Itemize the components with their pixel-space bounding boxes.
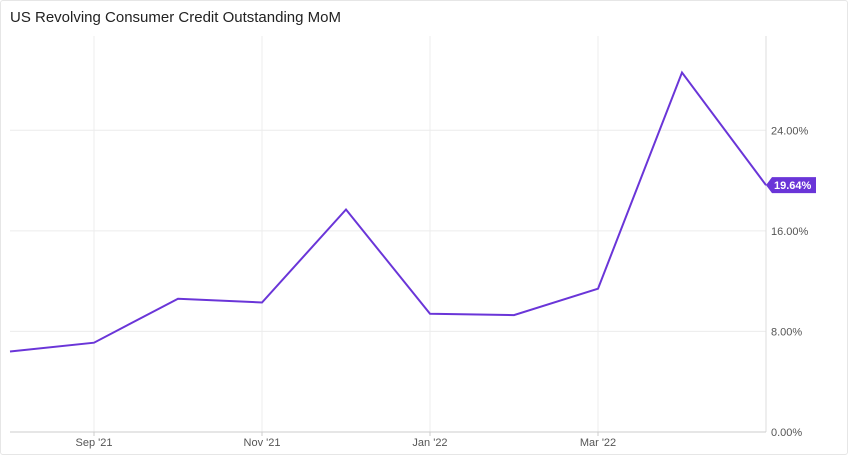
y-tick-label: 16.00% — [771, 226, 809, 238]
y-tick-label: 24.00% — [771, 125, 809, 137]
last-value-label-layer: 19.64% — [766, 177, 816, 194]
y-tick-label: 8.00% — [771, 326, 802, 338]
y-tick-label: 0.00% — [771, 427, 802, 439]
series-layer — [9, 70, 767, 353]
grid-lines — [10, 36, 766, 432]
last-value-badge — [766, 177, 816, 194]
chart-title: US Revolving Consumer Credit Outstanding… — [10, 9, 341, 26]
y-axis-ticks: 0.00% 8.00% 16.00% 24.00% — [771, 125, 809, 439]
x-tick-label: Sep '21 — [76, 437, 113, 449]
series-line — [9, 70, 767, 353]
x-tick-label: Nov '21 — [244, 437, 281, 449]
x-tick-label: Jan '22 — [412, 437, 447, 449]
x-tick-label: Mar '22 — [580, 437, 616, 449]
last-value-label: 19.64% — [774, 180, 812, 192]
x-axis-ticks: Sep '21 Nov '21 Jan '22 Mar '22 — [76, 432, 616, 449]
